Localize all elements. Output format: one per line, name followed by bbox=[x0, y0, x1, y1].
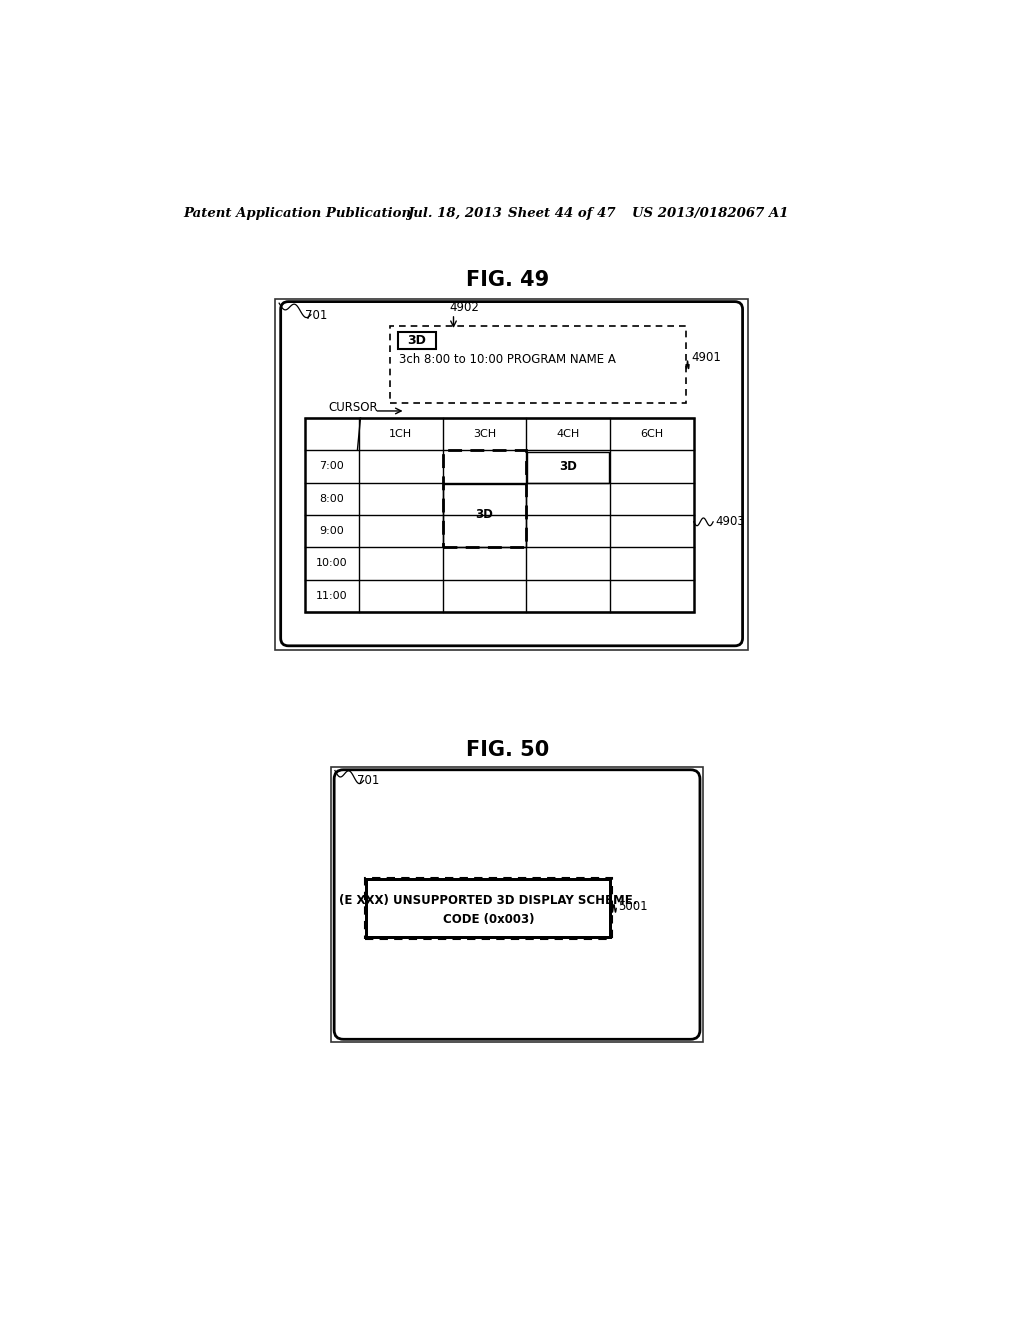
Text: 3D: 3D bbox=[408, 334, 427, 347]
Bar bbox=[369, 880, 608, 936]
Text: 5001: 5001 bbox=[618, 900, 648, 913]
Text: 1CH: 1CH bbox=[389, 429, 413, 440]
Bar bbox=[442, 450, 526, 548]
Text: 4903: 4903 bbox=[716, 515, 745, 528]
Bar bbox=[305, 418, 693, 612]
Text: Sheet 44 of 47: Sheet 44 of 47 bbox=[508, 207, 615, 220]
Text: CODE (0x003): CODE (0x003) bbox=[442, 913, 535, 925]
Text: 4CH: 4CH bbox=[557, 429, 580, 440]
Text: 3D: 3D bbox=[559, 459, 578, 473]
Text: Jul. 18, 2013: Jul. 18, 2013 bbox=[407, 207, 502, 220]
Bar bbox=[390, 326, 686, 404]
Text: 4901: 4901 bbox=[691, 351, 721, 363]
Text: CURSOR: CURSOR bbox=[328, 401, 378, 414]
Bar bbox=[331, 767, 703, 1043]
Bar bbox=[366, 878, 611, 940]
Bar bbox=[275, 300, 748, 649]
Bar bbox=[366, 878, 611, 940]
Text: 6CH: 6CH bbox=[640, 429, 664, 440]
Text: 701: 701 bbox=[357, 775, 380, 788]
Text: US 2013/0182067 A1: US 2013/0182067 A1 bbox=[632, 207, 788, 220]
Text: 3D: 3D bbox=[475, 508, 494, 521]
FancyBboxPatch shape bbox=[281, 302, 742, 645]
Text: 4902: 4902 bbox=[450, 301, 479, 314]
Text: FIG. 49: FIG. 49 bbox=[466, 271, 549, 290]
Bar bbox=[397, 333, 436, 350]
Text: 10:00: 10:00 bbox=[316, 558, 347, 569]
Text: (E XXX) UNSUPPORTED 3D DISPLAY SCHEME.: (E XXX) UNSUPPORTED 3D DISPLAY SCHEME. bbox=[339, 895, 638, 907]
Text: 8:00: 8:00 bbox=[319, 494, 344, 504]
Text: FIG. 50: FIG. 50 bbox=[466, 739, 549, 760]
Text: 11:00: 11:00 bbox=[316, 591, 347, 601]
Bar bbox=[443, 484, 525, 548]
Text: Patent Application Publication: Patent Application Publication bbox=[183, 207, 412, 220]
Text: 7:00: 7:00 bbox=[319, 462, 344, 471]
Text: 701: 701 bbox=[305, 309, 327, 322]
Text: 9:00: 9:00 bbox=[319, 527, 344, 536]
Text: 3ch 8:00 to 10:00 PROGRAM NAME A: 3ch 8:00 to 10:00 PROGRAM NAME A bbox=[399, 352, 616, 366]
Text: 3CH: 3CH bbox=[473, 429, 496, 440]
FancyBboxPatch shape bbox=[334, 770, 700, 1039]
Bar bbox=[527, 451, 609, 483]
